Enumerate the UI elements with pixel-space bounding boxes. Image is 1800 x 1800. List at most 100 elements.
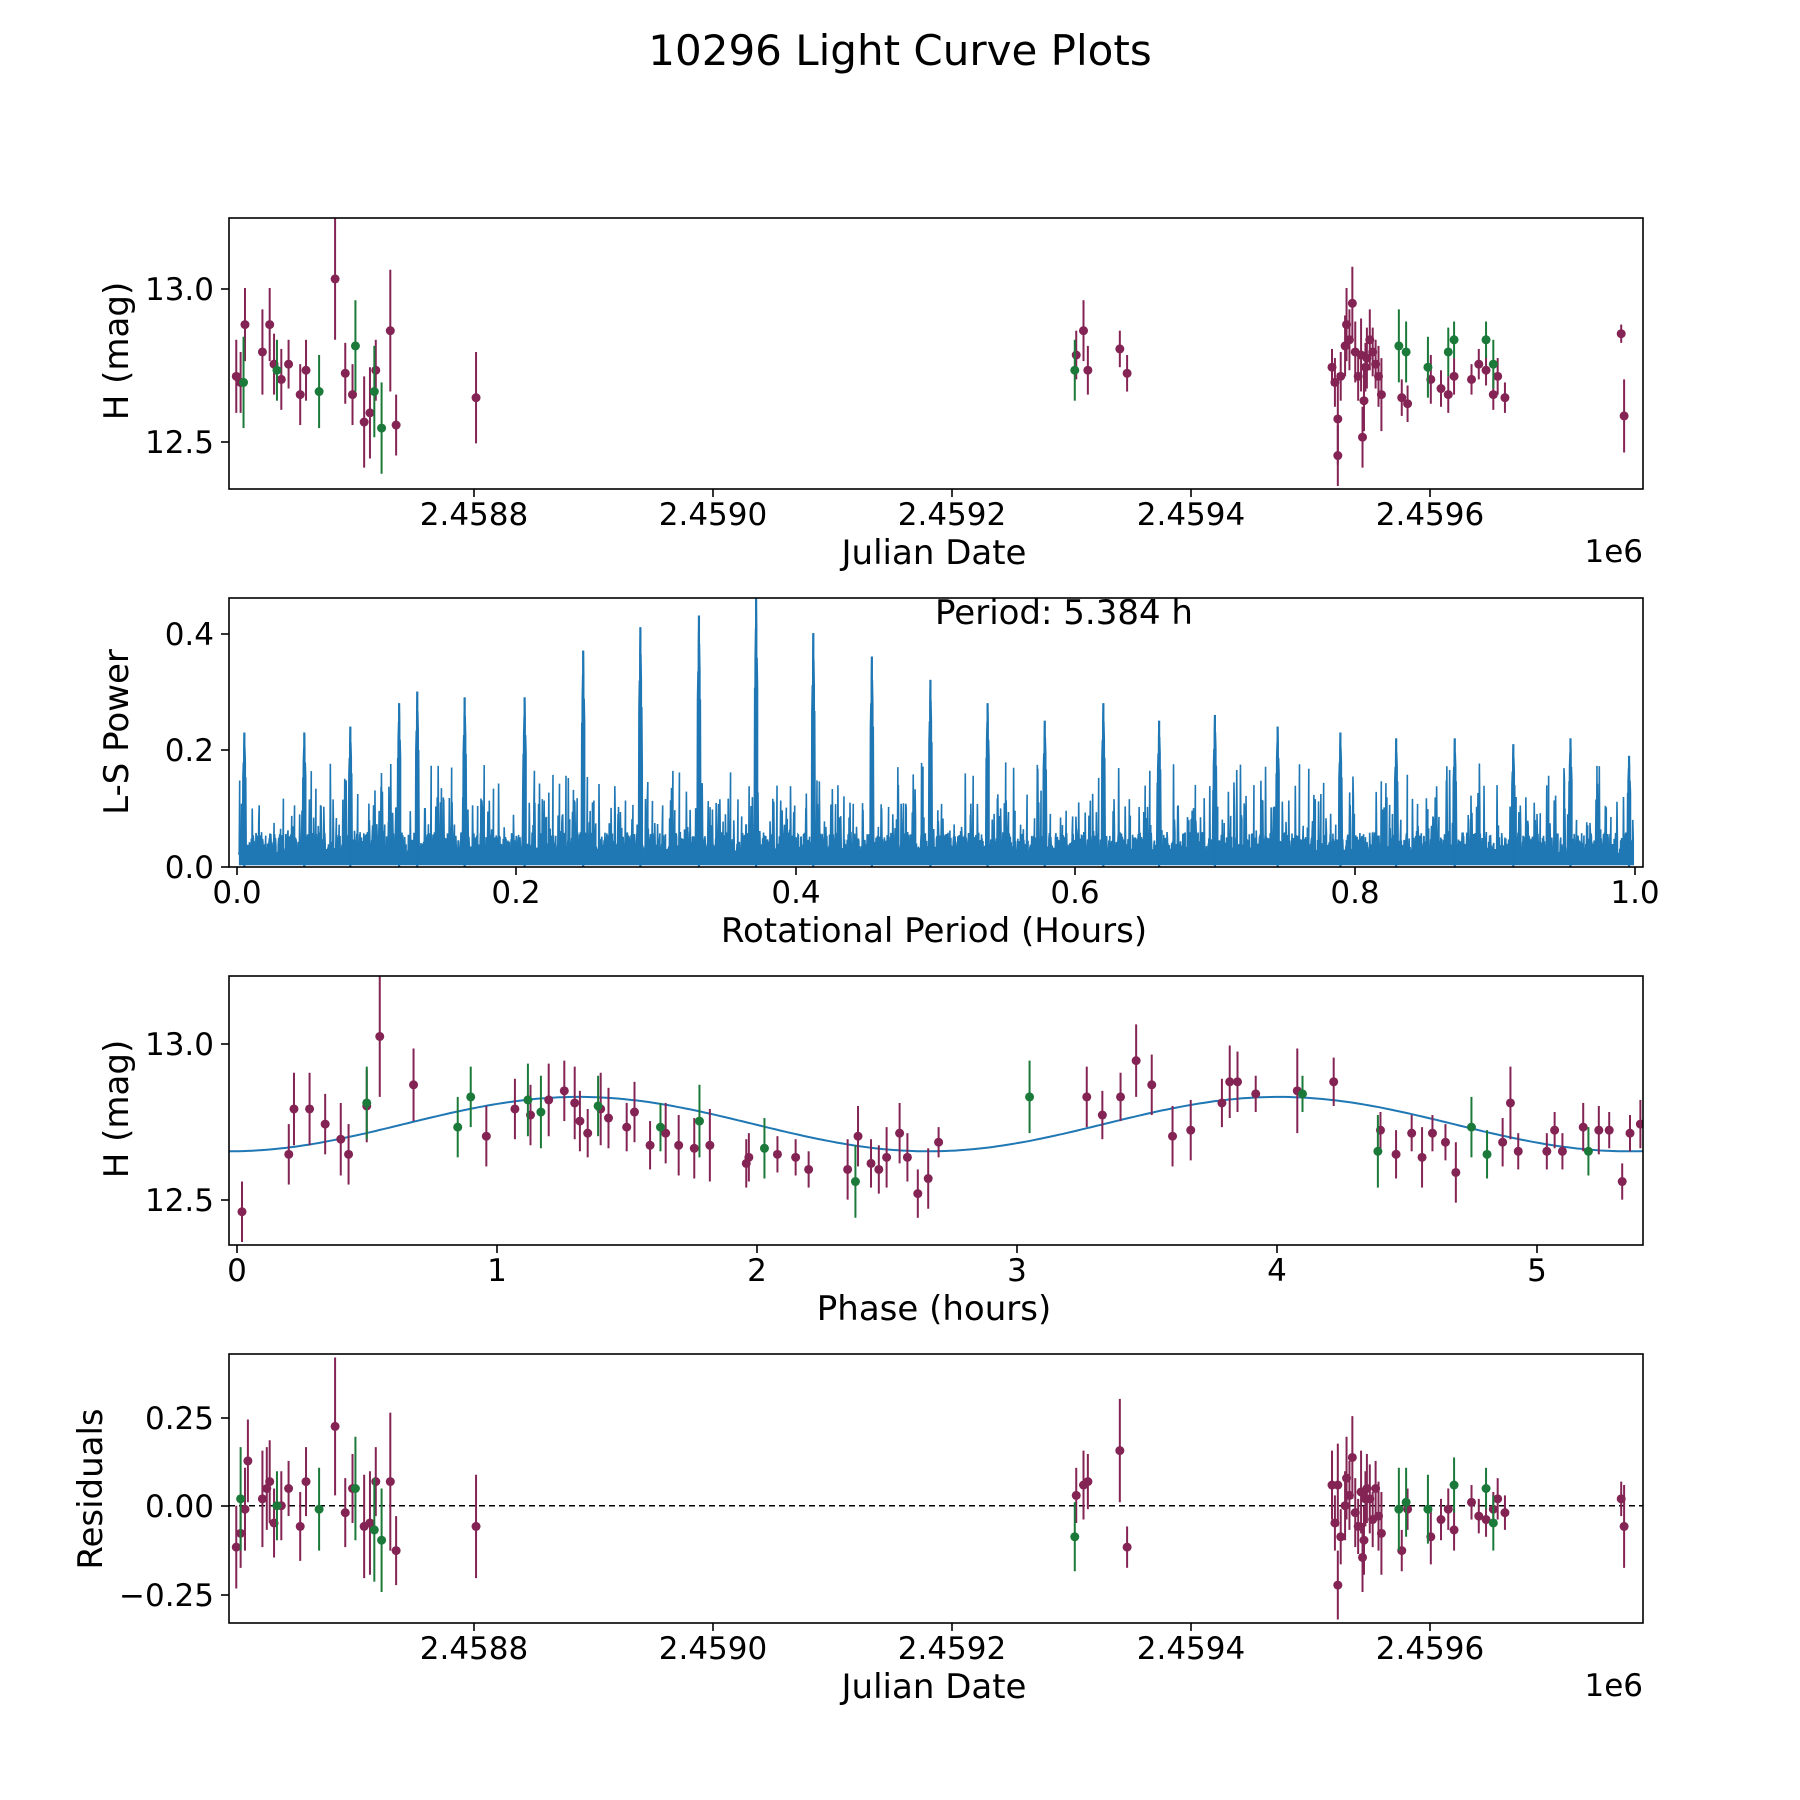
data-point [1449,321,1459,359]
data-point [1083,1454,1093,1510]
data-marker [344,1149,354,1159]
data-marker [1168,1131,1178,1141]
data-point [314,355,324,429]
data-point [231,339,241,413]
data-marker [295,1521,305,1531]
data-marker [301,1477,311,1487]
data-marker [375,1031,385,1041]
data-point [369,345,379,438]
data-marker [536,1107,546,1117]
phased-panel: H (mag) 12.5 13.0 0 1 2 3 4 [97,975,1644,1329]
data-marker [391,420,401,430]
periodogram-xtick-label-4: 0.8 [1330,875,1379,911]
data-marker [1481,365,1491,375]
data-marker [284,359,294,369]
data-point [1217,1078,1227,1128]
phased-xtick-label-0: 0 [227,1253,247,1289]
data-marker [471,393,481,403]
data-point [1333,425,1343,486]
lightcurve-frame [228,217,1644,490]
data-point [1116,1072,1126,1122]
data-point [1467,1485,1477,1520]
data-point [265,288,275,362]
data-point [1403,385,1413,423]
data-marker [365,408,375,418]
data-point [320,1093,330,1155]
data-marker [1122,1542,1132,1552]
periodogram-xtick-label-3: 0.6 [1050,875,1099,911]
model-fit-curve [229,1095,1643,1153]
data-point [544,1063,554,1137]
data-marker [1635,1119,1643,1129]
data-marker [1449,335,1459,345]
data-marker [1083,365,1093,375]
data-marker [391,1546,401,1556]
data-marker [1373,1146,1383,1156]
data-point [348,364,358,426]
data-marker [1394,1504,1404,1514]
phased-xtick-4: 4 [1267,1245,1287,1289]
data-marker [272,1501,282,1511]
data-point [257,1450,267,1548]
data-marker [874,1164,884,1174]
data-marker [1594,1125,1604,1135]
data-point [453,1096,463,1158]
phased-ytick-label-1: 13.0 [145,1027,214,1063]
data-point [1451,1142,1461,1203]
data-marker [1423,362,1433,372]
data-marker [305,1104,315,1114]
data-marker [1025,1092,1035,1102]
data-marker [1488,390,1498,400]
figure-title: 10296 Light Curve Plots [648,26,1151,75]
data-point [1500,1495,1510,1530]
residuals-ytick-2: 0.25 [145,1401,229,1437]
data-point [1619,379,1629,453]
data-point [276,348,286,410]
data-point [1333,1443,1343,1527]
data-point [1070,339,1080,401]
data-point [305,1072,315,1146]
lightcurve-ytick-0: 12.5 [145,425,229,461]
data-point [523,1063,533,1137]
data-point [575,1090,585,1152]
data-point [1394,1467,1404,1551]
lightcurve-panel: H (mag) 12.5 13.0 2.4588 2.4590 2.4592 2… [97,217,1644,573]
data-point [1358,406,1368,468]
data-marker [330,274,340,284]
data-point [850,1145,860,1218]
phased-xtick-0: 0 [227,1245,247,1289]
data-point [365,1471,375,1575]
residuals-ytick-0: −0.25 [119,1578,229,1614]
data-point [391,394,401,456]
data-marker [744,1152,754,1162]
phased-xtick-1: 1 [487,1245,507,1289]
data-point [629,1081,639,1143]
data-marker [377,423,387,433]
data-point [391,1516,401,1586]
data-point [1071,1467,1081,1523]
data-marker [1407,1128,1417,1138]
phased-xtick-label-5: 5 [1527,1253,1547,1289]
data-point [236,1447,246,1551]
data-marker [1505,1098,1515,1108]
data-marker [1401,347,1411,357]
data-marker [1333,451,1343,461]
data-marker [265,320,275,330]
data-point [1347,1416,1357,1499]
data-marker [1347,298,1357,308]
lightcurve-xtick-4: 2.4596 [1376,489,1484,533]
data-point [1359,1505,1369,1575]
data-point [1635,1099,1643,1149]
residuals-ytick-label-1: 0.00 [145,1489,214,1525]
data-marker [243,1456,253,1466]
data-point [934,1127,944,1158]
data-point [895,1102,905,1164]
data-marker [1147,1080,1157,1090]
data-point [375,976,385,1097]
data-marker [369,1525,379,1535]
data-point [466,1066,476,1128]
data-point [1417,1127,1427,1188]
data-point [1443,1488,1453,1530]
data-marker [1082,1092,1092,1102]
data-marker [1394,341,1404,351]
